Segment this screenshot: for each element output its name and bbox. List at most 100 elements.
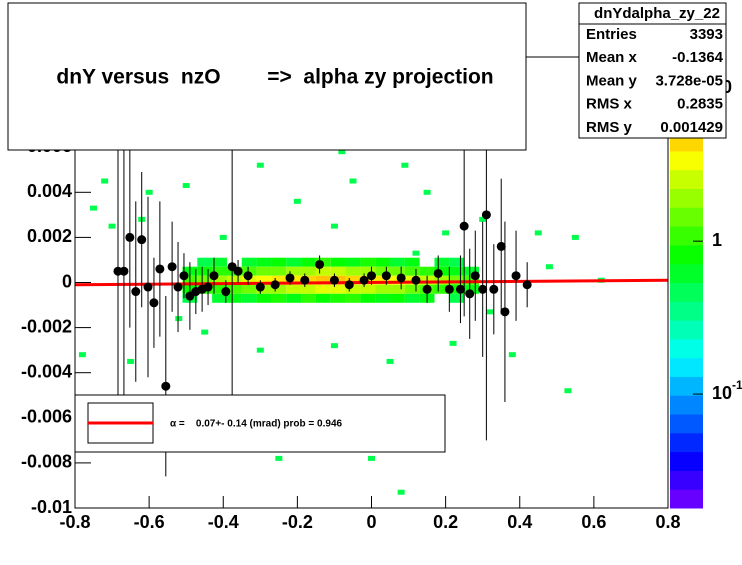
color-bar-step [670,169,703,190]
profile-point [233,266,243,276]
color-bar-step [670,470,703,490]
histogram-cell [256,347,264,353]
profile-point [203,282,213,292]
profile-point [243,271,253,281]
profile-point [522,280,532,290]
histogram-cell [434,257,450,267]
color-bar-step [670,207,703,227]
color-bar-step [670,188,703,208]
histogram-cell [345,257,361,267]
profile-point [155,264,165,274]
histogram-cell [256,162,264,168]
profile-point [433,268,443,278]
histogram-cell [564,388,572,394]
histogram-cell [90,205,98,211]
profile-point [285,273,295,283]
histogram-cell [375,293,391,303]
overlay: dnY versus nzO => alpha zy projection [7,2,579,151]
color-bar-step [670,395,703,415]
histogram-cell [434,275,450,285]
histogram-cell [286,293,302,303]
color-bar-step [670,282,703,302]
profile-point [344,280,354,290]
histogram-cell [175,316,183,322]
x-tick-label: -0.8 [59,512,90,532]
histogram-cell [360,257,376,267]
z-tick-label: 1 [712,230,722,250]
histogram-cell [256,275,272,285]
histogram-cell [256,257,272,267]
color-bar-step [670,451,703,471]
histogram-cell [449,275,465,285]
histogram-cell [464,284,479,294]
stats-label: Mean y [586,72,638,89]
profile-point [209,271,219,281]
histogram-cell [390,293,405,303]
z-tick-exponent: -1 [732,378,742,392]
color-bar-step [670,320,703,340]
histogram-cell [182,183,190,189]
histogram-cell [449,266,465,276]
profile-point [381,271,391,281]
histogram-cell [349,178,357,184]
color-bar-step [670,489,703,509]
histogram-cell [534,230,542,236]
histogram-cell [449,293,465,303]
profile-point [221,287,231,297]
histogram-cell [197,275,213,285]
histogram-cell [390,257,405,267]
y-tick-label: -0.006 [21,407,72,427]
histogram-cell [423,189,431,195]
histogram-cell [301,293,316,303]
profile-point [411,275,421,285]
x-tick-label: -0.4 [208,512,239,532]
color-bar-step [670,432,703,453]
stats-label: Mean x [586,49,638,66]
histogram-cell [127,358,135,364]
stats-label: RMS y [586,119,633,136]
histogram-cell [449,340,457,346]
histogram-cell [390,266,405,276]
histogram-cell [212,284,227,294]
stats-value: 0.2835 [677,96,723,113]
profile-point [359,275,369,285]
histogram-cell [315,275,331,285]
color-bar-step [670,244,703,265]
histogram-cell [442,230,450,236]
histogram-cell [301,257,316,267]
histogram-cell [212,266,227,276]
profile-point [300,275,310,285]
histogram-cell [330,284,346,294]
profile-point [149,298,159,308]
histogram-cell [212,257,227,267]
x-tick-label: 0.4 [507,512,532,532]
histogram-cell [330,293,346,303]
histogram-cell [330,343,338,349]
histogram-cell [301,266,316,276]
y-tick-label: -0.01 [31,497,72,517]
histogram-cell [286,266,302,276]
histogram-cell [404,266,420,276]
histogram-cell [275,455,283,461]
histogram-cell [78,352,86,358]
profile-point [481,210,491,220]
histogram-cell [271,293,287,303]
stats-label: Entries [586,26,637,43]
histogram-cell [404,284,420,294]
color-bar-step [670,301,703,321]
color-bar-step [670,226,703,246]
histogram-cell [375,266,391,276]
histogram-cell [368,455,375,461]
histogram-cell [315,266,331,276]
color-bar-step [670,338,703,359]
histogram-cell [360,284,376,294]
profile-point [396,273,406,283]
histogram-cell [212,275,227,285]
color-bar-step [670,414,703,434]
stats-title: dnYdalpha_zy_22 [594,5,720,22]
legend-label: α = 0.07+- 0.14 (mrad) prob = 0.946 [170,419,342,430]
y-tick-label: -0.004 [21,361,72,381]
histogram-cell [479,216,487,222]
histogram-cell [197,257,213,267]
y-tick-label: -0.008 [21,452,72,472]
